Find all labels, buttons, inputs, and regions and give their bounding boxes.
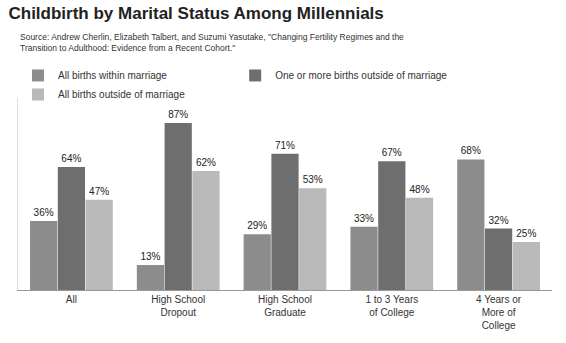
svg-text:64%: 64% bbox=[61, 153, 81, 164]
svg-text:62%: 62% bbox=[196, 157, 216, 168]
svg-text:36%: 36% bbox=[34, 207, 54, 218]
svg-text:67%: 67% bbox=[382, 147, 402, 158]
svg-text:All births outside of marriage: All births outside of marriage bbox=[58, 89, 185, 100]
svg-text:High SchoolDropout: High SchoolDropout bbox=[151, 294, 205, 318]
svg-text:71%: 71% bbox=[275, 140, 295, 151]
svg-text:33%: 33% bbox=[354, 213, 374, 224]
svg-text:68%: 68% bbox=[461, 145, 481, 156]
svg-text:29%: 29% bbox=[247, 220, 267, 231]
svg-text:25%: 25% bbox=[516, 228, 536, 239]
svg-text:All births within marriage: All births within marriage bbox=[58, 70, 167, 81]
svg-text:Childbirth by Marital Status A: Childbirth by Marital Status Among Mille… bbox=[8, 4, 383, 23]
svg-text:87%: 87% bbox=[168, 109, 188, 120]
svg-text:48%: 48% bbox=[410, 184, 430, 195]
svg-text:High SchoolGraduate: High SchoolGraduate bbox=[258, 294, 312, 318]
svg-text:1 to 3 Yearsof College: 1 to 3 Yearsof College bbox=[365, 294, 418, 318]
svg-text:4 Years orMore ofCollege: 4 Years orMore ofCollege bbox=[476, 294, 522, 331]
svg-text:All: All bbox=[66, 294, 77, 305]
svg-text:32%: 32% bbox=[489, 215, 509, 226]
svg-text:53%: 53% bbox=[303, 174, 323, 185]
svg-text:13%: 13% bbox=[140, 251, 160, 262]
svg-text:One or more births outside of: One or more births outside of marriage bbox=[275, 70, 447, 81]
svg-text:Source: Andrew Cherlin, Elizab: Source: Andrew Cherlin, Elizabeth Talber… bbox=[20, 32, 404, 53]
svg-text:47%: 47% bbox=[89, 186, 109, 197]
